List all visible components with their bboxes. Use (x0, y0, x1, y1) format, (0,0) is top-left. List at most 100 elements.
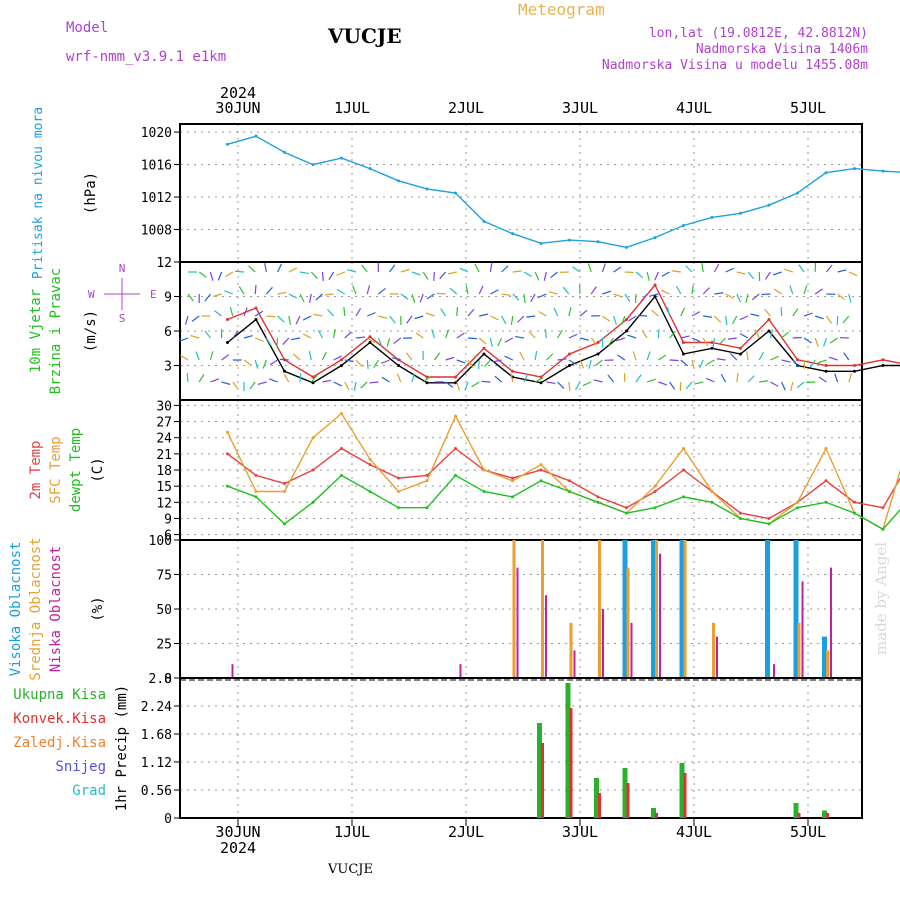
wind-arrow (706, 359, 715, 365)
wind-arrow (602, 315, 611, 322)
data-point (824, 171, 828, 175)
wind-arrow (333, 381, 342, 387)
wind-arrow (602, 290, 612, 295)
wind-arrow (389, 315, 396, 324)
wind-arrow (445, 381, 454, 388)
wind-arrow (415, 332, 424, 339)
wind-arrow (680, 307, 686, 317)
wind-arrow (400, 268, 410, 273)
wind-arrow (544, 328, 547, 339)
wind-arrow (405, 352, 413, 361)
wind-arrow (543, 271, 547, 281)
wind-arrow (212, 293, 222, 298)
wind-arrow (393, 337, 402, 345)
wind-arrow (702, 337, 709, 347)
data-point (653, 283, 657, 287)
wind-ylabel-2: Brzina i Pravac (48, 268, 64, 394)
wind-arrow (588, 359, 592, 369)
wind-arrow (512, 270, 522, 273)
wind-arrow (433, 352, 441, 361)
wind-arrow (550, 271, 558, 279)
wind-arrow (843, 352, 850, 361)
wind-arrow (489, 337, 493, 347)
wind-arrow (568, 333, 578, 339)
bar-clouds-0 (822, 636, 827, 678)
wind-arrow (492, 359, 502, 363)
wind-arrow (321, 351, 327, 361)
wind-arrow (769, 329, 774, 339)
wind-arrow (781, 331, 789, 339)
bottom-day-label: 5JUL (790, 823, 826, 841)
data-point (454, 446, 457, 450)
wind-arrow (489, 263, 493, 273)
wind-arrow (842, 315, 850, 324)
y-tick-label: 2.24 (141, 700, 172, 715)
wind-arrow (355, 307, 362, 317)
data-point (454, 473, 457, 477)
data-point (796, 358, 799, 362)
data-point (482, 490, 486, 494)
y-tick-label: 21 (156, 448, 172, 463)
wind-arrow (661, 289, 670, 295)
bar-precip-1 (541, 743, 544, 818)
wind-arrow (243, 359, 252, 366)
wind-arrow (651, 309, 659, 317)
wind-arrow (268, 378, 278, 383)
data-point (853, 369, 856, 373)
wind-arrow (309, 293, 312, 303)
precip-legend-item: Zaledj.Kisa (13, 735, 106, 751)
data-point (254, 473, 258, 477)
precip-legend-item: Snijeg (55, 759, 106, 775)
wind-arrow (439, 271, 447, 280)
data-point (482, 468, 486, 472)
data-point (853, 167, 856, 171)
wind-arrow (534, 377, 544, 383)
wind-arrow (490, 289, 499, 295)
wind-arrow (467, 337, 478, 340)
wind-arrow (590, 286, 597, 295)
coords-text: lon,lat (19.0812E, 42.8812N) (648, 26, 868, 41)
data-point (881, 506, 885, 510)
wind-arrow (276, 337, 279, 348)
bar-precip-1 (569, 708, 573, 818)
wind-arrow (736, 373, 739, 383)
wind-arrow (264, 263, 267, 273)
wind-arrow (210, 378, 220, 383)
wind-arrow (646, 271, 650, 281)
panel-wind: 3 6 9 12 N S W E (88, 256, 900, 401)
wind-arrow (283, 374, 290, 383)
data-point (454, 414, 457, 418)
wind-arrow (381, 359, 390, 364)
wind-arrow (389, 264, 396, 273)
bar-precip-1 (598, 793, 601, 818)
wind-arrow (308, 351, 312, 361)
wind-arrow (221, 381, 231, 386)
wind-arrow (736, 271, 746, 275)
wind-arrow (411, 293, 416, 303)
wind-arrow (731, 315, 738, 325)
wind-arrow (336, 288, 346, 295)
data-point (853, 500, 856, 504)
wind-arrow (344, 331, 352, 339)
data-point (710, 341, 714, 344)
wind-arrow (817, 359, 827, 364)
precip-legend-item: Konvek.Kisa (13, 711, 106, 727)
data-point (340, 156, 343, 160)
wind-arrow (214, 310, 222, 317)
compass-s: S (119, 312, 126, 325)
bar-clouds-1 (541, 540, 544, 678)
data-point (311, 163, 315, 167)
y-tick-label: 1.68 (141, 728, 172, 743)
wind-arrow (654, 271, 659, 281)
y-tick-label: 0 (164, 812, 172, 827)
wind-arrow (572, 266, 581, 273)
wind-arrow (504, 355, 514, 361)
wind-arrow (254, 284, 257, 295)
data-point (539, 241, 543, 245)
wind-arrow (262, 359, 267, 369)
wind-arrow (803, 312, 813, 317)
bar-clouds-2 (231, 664, 234, 678)
data-point (682, 223, 685, 227)
wind-arrow (243, 334, 253, 339)
wind-arrow (288, 293, 298, 299)
